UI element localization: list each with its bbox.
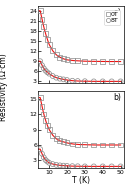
Point bbox=[71, 165, 73, 168]
Point bbox=[77, 59, 79, 62]
Point bbox=[66, 58, 68, 61]
Point bbox=[111, 165, 113, 168]
Point bbox=[59, 77, 61, 80]
Point bbox=[66, 141, 68, 144]
Point bbox=[43, 112, 45, 115]
Point bbox=[111, 60, 113, 63]
Point bbox=[102, 80, 104, 83]
Point bbox=[46, 71, 48, 74]
Point bbox=[59, 139, 61, 142]
Point bbox=[62, 57, 64, 60]
Point bbox=[77, 143, 79, 146]
Point bbox=[41, 105, 43, 108]
Point bbox=[48, 161, 50, 164]
Point bbox=[59, 164, 61, 167]
Point bbox=[62, 140, 64, 143]
Point bbox=[55, 137, 57, 140]
Point bbox=[77, 80, 79, 83]
Point bbox=[120, 165, 122, 168]
Point bbox=[111, 143, 113, 146]
Point bbox=[102, 165, 104, 168]
Point bbox=[45, 119, 47, 122]
Point bbox=[48, 43, 50, 46]
Point bbox=[41, 64, 43, 67]
Point bbox=[48, 128, 50, 131]
Point bbox=[46, 160, 48, 163]
Point bbox=[62, 164, 64, 167]
Point bbox=[55, 53, 57, 56]
Point bbox=[93, 165, 95, 168]
Point bbox=[41, 18, 43, 21]
Point bbox=[120, 80, 122, 83]
Point bbox=[39, 148, 41, 151]
Point bbox=[120, 143, 122, 146]
Point bbox=[52, 134, 54, 137]
Point bbox=[84, 80, 86, 83]
Point bbox=[52, 163, 54, 166]
Point bbox=[46, 124, 48, 127]
Point bbox=[41, 152, 43, 155]
Point bbox=[55, 76, 57, 79]
Point bbox=[59, 56, 61, 59]
Point bbox=[84, 165, 86, 168]
Text: a): a) bbox=[114, 8, 122, 17]
Point bbox=[62, 78, 64, 81]
Point bbox=[77, 165, 79, 168]
Point bbox=[45, 158, 47, 161]
Point bbox=[39, 96, 41, 99]
Point bbox=[66, 164, 68, 167]
Point bbox=[43, 25, 45, 28]
Point bbox=[45, 32, 47, 35]
Point bbox=[111, 80, 113, 83]
Point bbox=[45, 69, 47, 72]
Point bbox=[102, 143, 104, 146]
Point bbox=[71, 79, 73, 82]
Point bbox=[52, 74, 54, 77]
Point bbox=[93, 80, 95, 83]
Point bbox=[93, 143, 95, 146]
X-axis label: T (K): T (K) bbox=[72, 176, 90, 185]
Point bbox=[84, 143, 86, 146]
Point bbox=[55, 163, 57, 166]
Point bbox=[43, 67, 45, 70]
Point bbox=[39, 60, 41, 63]
Point bbox=[84, 60, 86, 63]
Point bbox=[102, 60, 104, 63]
Point bbox=[71, 59, 73, 62]
Point bbox=[46, 38, 48, 41]
Point bbox=[52, 49, 54, 52]
Point bbox=[120, 60, 122, 63]
Legend: 0T, 8T: 0T, 8T bbox=[104, 10, 120, 25]
Point bbox=[39, 9, 41, 12]
Point bbox=[48, 72, 50, 75]
Text: b): b) bbox=[114, 93, 122, 102]
Point bbox=[43, 156, 45, 159]
Point bbox=[93, 60, 95, 63]
Point bbox=[66, 78, 68, 81]
Point bbox=[71, 143, 73, 146]
Text: Resistivity (Ω·cm): Resistivity (Ω·cm) bbox=[0, 53, 8, 121]
